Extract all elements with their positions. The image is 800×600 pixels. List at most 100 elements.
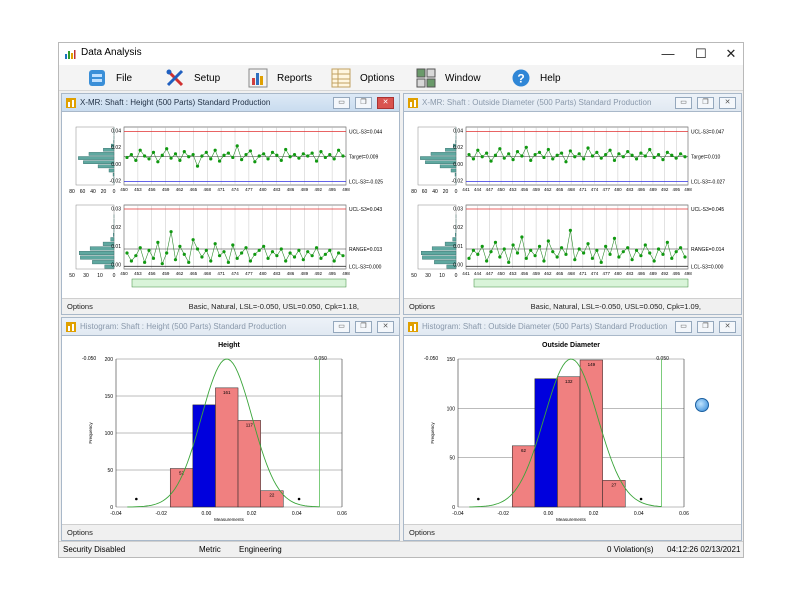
y-tick-label: 0.00 (111, 162, 121, 168)
data-point (204, 150, 208, 154)
data-point (253, 160, 257, 164)
menu-file[interactable]: File (87, 68, 132, 88)
side-histogram-tick: 30 (83, 273, 89, 279)
data-point (674, 250, 678, 254)
xmr-od-chart: 80 60 40 20 0 441 444 447 450 453 456 459 462 465 468 4… (411, 126, 725, 288)
y-tick-label: 100 (105, 431, 114, 437)
x-tick-label: 471 (579, 187, 587, 192)
limit-label: UCL-S3=0.043 (349, 207, 382, 213)
child-restore-button[interactable]: ❐ (355, 321, 372, 333)
side-histogram-tick: 80 (69, 189, 75, 195)
data-point (288, 155, 292, 159)
menu-file-label: File (116, 72, 133, 84)
data-point (529, 158, 533, 162)
x-tick-label: 0.02 (589, 511, 599, 517)
x-tick-label: 462 (544, 271, 552, 276)
x-tick-label: 447 (486, 271, 494, 276)
data-point (559, 246, 564, 250)
hist-od-window[interactable]: Histogram: Shaft : Outside Diameter (500… (403, 317, 742, 541)
close-button[interactable]: ✕ (725, 46, 737, 61)
chart-title: Height (218, 342, 240, 349)
options-button[interactable]: Options (409, 302, 435, 311)
x-tick-label: 456 (148, 187, 156, 192)
side-histogram-tick: 20 (101, 189, 107, 195)
minimize-button[interactable]: — (661, 46, 675, 61)
menu-reports[interactable]: Reports (248, 68, 312, 88)
child-restore-button[interactable]: ❐ (355, 97, 372, 109)
x-tick-label: 474 (231, 271, 239, 276)
data-point (178, 158, 182, 162)
child-close-button[interactable]: ✕ (719, 97, 736, 109)
x-tick-label: 480 (614, 271, 622, 276)
menu-help-label: Help (540, 72, 561, 84)
y-tick-label: 150 (105, 394, 114, 400)
child-minimize-button[interactable]: ▭ (333, 97, 350, 109)
data-point (582, 157, 586, 161)
limit-label: Target=0.009 (349, 155, 379, 161)
data-point (555, 153, 559, 157)
data-point (612, 158, 617, 162)
x-tick-label: 0.04 (292, 511, 302, 517)
child-close-button[interactable]: ✕ (377, 321, 394, 333)
side-histogram-tick: 20 (443, 189, 449, 195)
data-point (661, 158, 665, 162)
maximize-button[interactable]: ☐ (695, 46, 707, 61)
data-point (310, 151, 314, 155)
menu-setup[interactable]: Setup (165, 68, 220, 88)
hist-height-window[interactable]: Histogram: Shaft : Height (500 Parts) St… (61, 317, 400, 541)
xmr-height-titlebar[interactable]: X-MR: Shaft : Height (500 Parts) Standar… (62, 94, 399, 112)
capability-info: Basic, Natural, LSL=-0.050, USL=0.050, C… (188, 302, 359, 311)
child-restore-button[interactable]: ❐ (697, 321, 714, 333)
limit-label: RANGE=0.014 (691, 247, 724, 253)
x-tick-label: 495 (328, 271, 336, 276)
data-point (568, 228, 572, 232)
child-close-button[interactable]: ✕ (719, 321, 736, 333)
child-minimize-button[interactable]: ▭ (333, 321, 350, 333)
y-tick-label: 0.00 (453, 162, 463, 168)
violations-status: 0 Violation(s) (607, 545, 654, 554)
hist-od-titlebar[interactable]: Histogram: Shaft : Outside Diameter (500… (404, 318, 741, 336)
data-point (125, 251, 129, 255)
options-button[interactable]: Options (409, 528, 435, 537)
data-point (222, 250, 226, 254)
data-point (555, 255, 559, 259)
histogram-bar (192, 404, 216, 508)
data-point (147, 248, 151, 252)
data-point (489, 250, 493, 254)
child-minimize-button[interactable]: ▭ (675, 97, 692, 109)
data-point (612, 236, 617, 240)
child-restore-button[interactable]: ❐ (697, 97, 714, 109)
data-point (235, 256, 239, 260)
options-button[interactable]: Options (67, 528, 93, 537)
bar-value-label: 132 (565, 379, 573, 384)
data-point (564, 252, 568, 256)
options-button[interactable]: Options (67, 302, 93, 311)
x-tick-label: 468 (203, 187, 211, 192)
record-indicator-icon[interactable] (695, 398, 709, 412)
data-point (533, 254, 537, 258)
side-histogram-bar (111, 143, 115, 148)
data-point (204, 248, 208, 252)
menu-window[interactable]: Window (416, 68, 481, 88)
data-point (279, 247, 283, 251)
side-histogram-tick: 0 (455, 273, 458, 279)
data-point (134, 158, 138, 162)
window-title: Histogram: Shaft : Outside Diameter (500… (422, 322, 668, 331)
menu-help[interactable]: ? Help (511, 68, 561, 88)
data-point (604, 244, 608, 248)
data-point (639, 254, 643, 258)
xmr-od-window[interactable]: X-MR: Shaft : Outside Diameter (500 Part… (403, 93, 742, 315)
xmr-od-titlebar[interactable]: X-MR: Shaft : Outside Diameter (500 Part… (404, 94, 741, 112)
child-close-button[interactable]: ✕ (377, 97, 394, 109)
data-point (323, 252, 327, 256)
window-title: X-MR: Shaft : Height (500 Parts) Standar… (80, 98, 271, 107)
y-axis-label: Frequency (430, 422, 435, 444)
child-minimize-button[interactable]: ▭ (675, 321, 692, 333)
hist-height-titlebar[interactable]: Histogram: Shaft : Height (500 Parts) St… (62, 318, 399, 336)
data-point (222, 153, 226, 157)
xmr-height-window[interactable]: X-MR: Shaft : Height (500 Parts) Standar… (61, 93, 400, 315)
menu-options[interactable]: Options (331, 68, 394, 88)
data-point (336, 148, 341, 152)
data-point (248, 259, 253, 263)
xmr-height-options-bar: Options Basic, Natural, LSL=-0.050, USL=… (62, 298, 399, 314)
